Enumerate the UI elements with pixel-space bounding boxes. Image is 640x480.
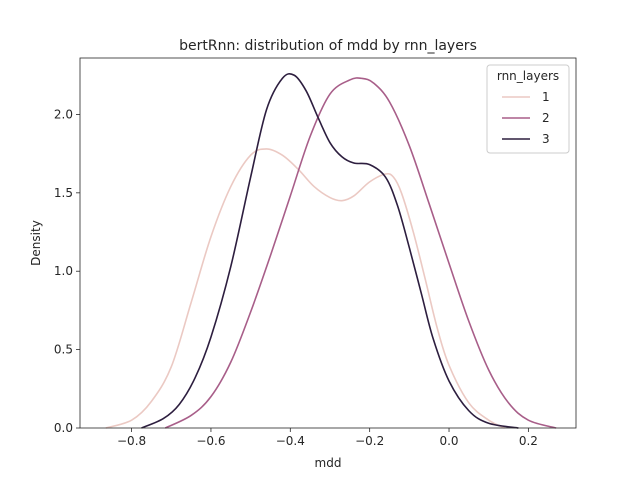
y-tick-label: 1.0 bbox=[54, 264, 73, 278]
x-tick-label: −0.6 bbox=[196, 434, 225, 448]
legend: rnn_layers 1 2 3 bbox=[486, 64, 570, 154]
y-tick-label: 0.5 bbox=[54, 343, 73, 357]
legend-title: rnn_layers bbox=[497, 69, 559, 83]
x-tick-label: 0.2 bbox=[519, 434, 538, 448]
legend-label-3: 3 bbox=[542, 132, 550, 146]
legend-items: 1 2 3 bbox=[502, 90, 550, 146]
chart-title: bertRnn: distribution of mdd by rnn_laye… bbox=[179, 38, 477, 54]
legend-box bbox=[486, 64, 570, 154]
legend-label-1: 1 bbox=[542, 90, 550, 104]
series-layer bbox=[105, 73, 557, 429]
x-axis-ticks: −0.8 −0.6 −0.4 −0.2 0.0 0.2 bbox=[117, 428, 538, 448]
plot-frame bbox=[79, 57, 577, 429]
y-axis-ticks: 0.0 0.5 1.0 1.5 2.0 bbox=[54, 107, 80, 435]
x-tick-label: −0.2 bbox=[355, 434, 384, 448]
x-tick-label: −0.4 bbox=[276, 434, 305, 448]
density-line-rnn-layers-3 bbox=[141, 73, 519, 429]
density-line-rnn-layers-1 bbox=[105, 148, 505, 429]
y-tick-label: 2.0 bbox=[54, 107, 73, 121]
y-tick-label: 0.0 bbox=[54, 421, 73, 435]
x-tick-label: −0.8 bbox=[117, 434, 146, 448]
y-axis-label: Density bbox=[29, 220, 43, 266]
y-tick-label: 1.5 bbox=[54, 186, 73, 200]
x-tick-label: 0.0 bbox=[439, 434, 458, 448]
density-line-rnn-layers-2 bbox=[164, 77, 557, 429]
legend-label-2: 2 bbox=[542, 111, 550, 125]
x-axis-label: mdd bbox=[315, 456, 342, 470]
